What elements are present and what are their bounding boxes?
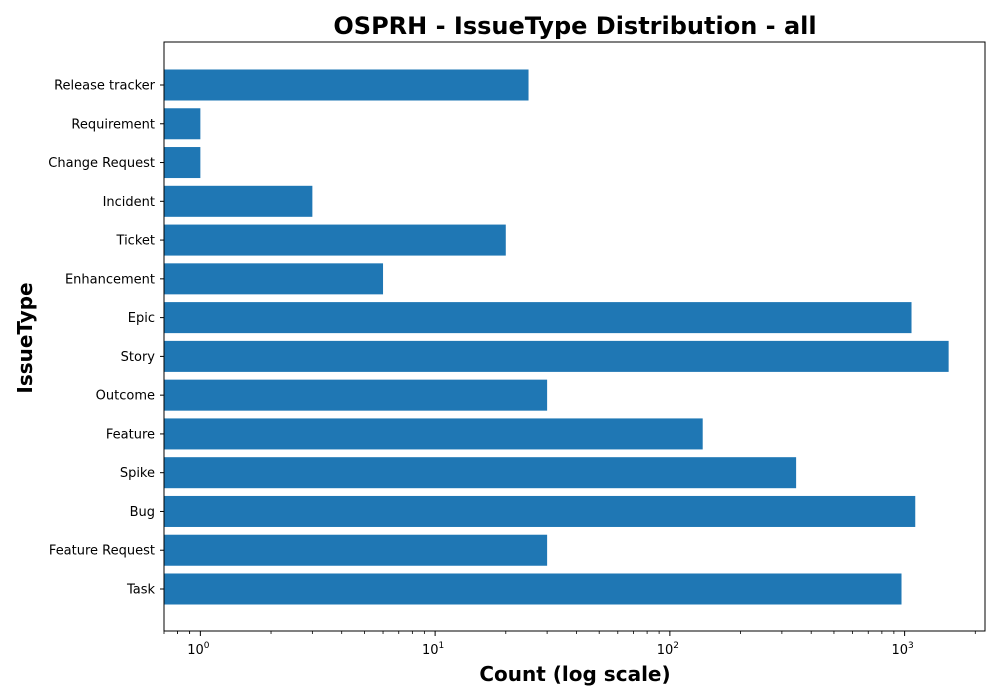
x-tick-label: 102 — [657, 641, 679, 658]
y-tick-label: Task — [126, 583, 156, 598]
y-tick-label: Epic — [128, 311, 155, 326]
x-tick-label: 101 — [422, 641, 444, 658]
bar-incident — [164, 185, 313, 217]
y-tick-label: Outcome — [96, 389, 155, 404]
y-axis-label: IssueType — [13, 282, 37, 393]
y-axis-ticks: Task Feature Request Bug Spike Feature Outcom… — [48, 79, 164, 598]
bar-feature — [164, 418, 703, 450]
x-tick-label: 100 — [187, 641, 210, 658]
bar-change-request — [164, 147, 201, 179]
y-tick-label: Ticket — [116, 234, 155, 249]
x-axis-label: Count (log scale) — [479, 662, 670, 686]
y-tick-label: Requirement — [71, 117, 155, 132]
y-tick-label: Feature Request — [49, 544, 155, 559]
bar-task — [164, 573, 902, 605]
bar-story — [164, 340, 949, 372]
x-axis-ticks: 100 101 102 103 — [163, 631, 976, 658]
y-tick-label: Spike — [120, 466, 155, 481]
bar-requirement — [164, 108, 201, 140]
bar-outcome — [164, 379, 548, 411]
y-tick-label: Incident — [103, 195, 155, 210]
bar-release-tracker — [164, 69, 529, 101]
y-tick-label: Bug — [130, 505, 155, 520]
bar-epic — [164, 302, 912, 334]
y-tick-label: Story — [121, 350, 156, 365]
bars — [164, 69, 949, 605]
y-tick-label: Enhancement — [65, 272, 155, 287]
chart-title: OSPRH - IssueType Distribution - all — [333, 12, 816, 40]
bar-enhancement — [164, 263, 384, 295]
bar-feature-request — [164, 534, 548, 566]
y-tick-label: Release tracker — [54, 79, 156, 94]
y-tick-label: Change Request — [48, 156, 155, 171]
x-tick-label: 103 — [891, 641, 913, 658]
bar-spike — [164, 457, 797, 489]
bar-ticket — [164, 224, 506, 256]
bar-bug — [164, 495, 916, 527]
plot-frame — [163, 41, 986, 632]
y-tick-label: Feature — [106, 427, 155, 442]
